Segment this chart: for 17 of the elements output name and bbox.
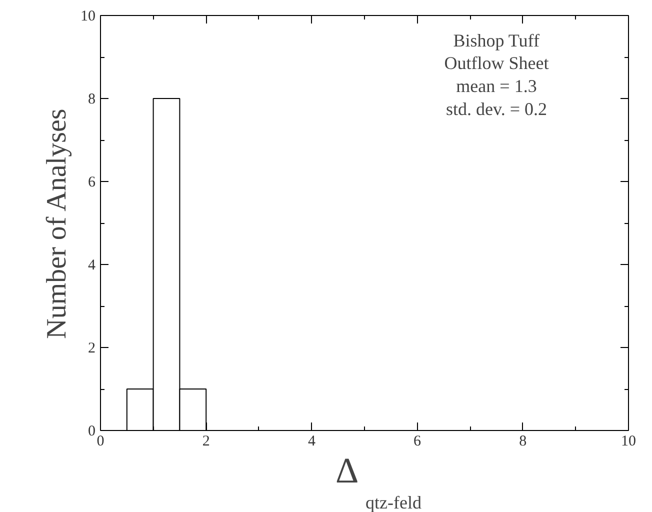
x-axis-title: Δqtz-feld: [336, 450, 422, 512]
x-tick-label: 6: [414, 434, 422, 450]
y-tick-label: 0: [88, 424, 96, 440]
annotation: Bishop Tuff: [453, 30, 540, 50]
x-tick-label: 4: [308, 434, 316, 450]
x-tick-label: 2: [202, 434, 210, 450]
x-tick-label: 10: [621, 434, 636, 450]
annotation: mean = 1.3: [456, 76, 537, 96]
y-tick-label: 4: [88, 258, 96, 274]
y-tick-label: 6: [88, 174, 96, 190]
y-tick-label: 2: [88, 340, 96, 356]
annotation: Outflow Sheet: [444, 53, 549, 74]
y-axis-title: Number of Analyses: [42, 108, 72, 339]
y-tick-label: 8: [88, 92, 96, 108]
y-tick-label: 10: [80, 8, 96, 24]
x-tick-label: 8: [519, 434, 527, 450]
annotation: std. dev. = 0.2: [446, 98, 547, 119]
